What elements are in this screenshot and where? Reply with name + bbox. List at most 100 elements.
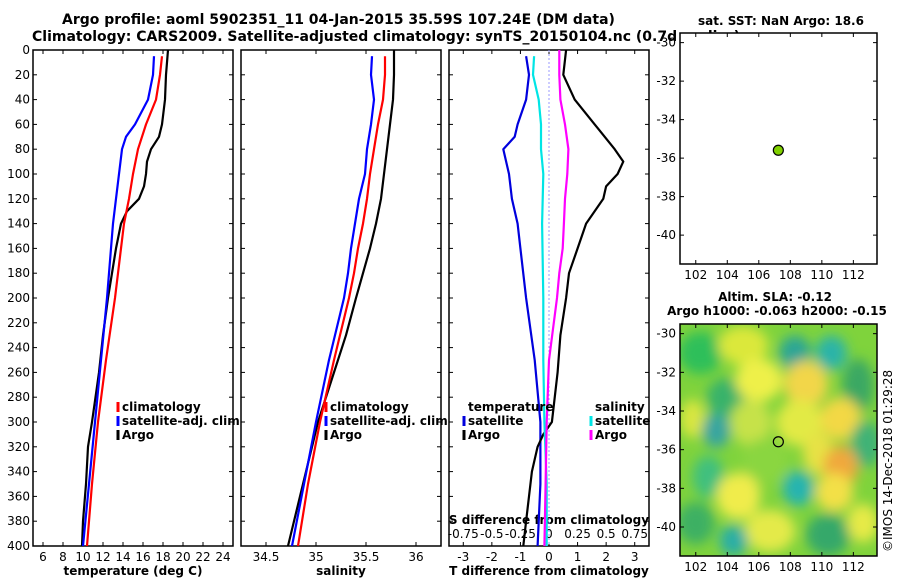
sla-feature xyxy=(717,325,769,365)
sla-feature xyxy=(815,472,854,512)
sla-feature xyxy=(735,358,783,402)
legend-title-salinity: salinity xyxy=(595,400,645,414)
x-tick-label: 8 xyxy=(59,550,67,564)
sla-feature xyxy=(815,335,848,371)
x-tick-label: -2 xyxy=(486,550,498,564)
x-tick-label: 0 xyxy=(545,550,553,564)
sla-feature xyxy=(782,470,814,506)
series-line-s-argo xyxy=(543,50,570,547)
lon-tick-label: 102 xyxy=(684,560,707,574)
x-axis-label: temperature (deg C) xyxy=(64,564,203,578)
header-line1: Argo profile: aoml 5902351_11 04-Jan-201… xyxy=(62,12,615,28)
x-tick-label: 14 xyxy=(115,550,130,564)
legend-label: Argo xyxy=(595,428,627,442)
plot-frame xyxy=(32,49,234,547)
lat-tick-label: -38 xyxy=(656,481,676,495)
x-tick-label: 36 xyxy=(408,550,423,564)
sla-map-title-1: Altim. SLA: -0.12 xyxy=(718,290,832,304)
series-line-s-satellite xyxy=(531,56,548,546)
lon-tick-label: 112 xyxy=(842,268,865,282)
sla-feature xyxy=(680,331,723,375)
sla-feature xyxy=(702,412,731,448)
y-tick-label: 360 xyxy=(7,489,30,503)
legend-label: satellite-adj. clim. xyxy=(330,414,452,428)
y-tick-label: 100 xyxy=(7,167,30,181)
x-tick-label: 20 xyxy=(175,550,190,564)
sst-map: -30 -32 -34 -36 -38 -40 102 104 106 108 110 112 sat.… xyxy=(656,14,878,282)
y-tick-label: 400 xyxy=(7,539,30,553)
y-tick-label: 240 xyxy=(7,341,30,355)
sla-feature xyxy=(680,399,706,439)
sla-feature xyxy=(716,472,761,520)
x-tick-label-top: 0.75 xyxy=(621,527,648,541)
x-tick-label: -3 xyxy=(457,550,469,564)
map-frame xyxy=(679,323,878,557)
lat-tick-label: -34 xyxy=(656,404,676,418)
x-axis-label: T difference from climatology xyxy=(449,564,649,578)
x-tick-label: 22 xyxy=(195,550,210,564)
series-line-t-argo xyxy=(522,49,625,547)
profile-panel-salinity: 34.5 35 35.5 36 salinity climatologysatellite… xyxy=(240,49,452,578)
argo-float-marker xyxy=(772,144,784,156)
x-tick-label: 18 xyxy=(155,550,170,564)
y-tick-label: 380 xyxy=(7,514,30,528)
sla-feature xyxy=(730,399,772,446)
legend-label: satellite xyxy=(595,414,650,428)
x-tick-label-top: 0.5 xyxy=(597,527,616,541)
x-tick-label: -1 xyxy=(514,550,526,564)
y-tick-label: 40 xyxy=(15,93,30,107)
x-axis-label: salinity xyxy=(316,564,366,578)
series-line-climatology xyxy=(296,56,387,547)
lon-tick-label: 112 xyxy=(842,560,865,574)
sla-feature xyxy=(744,509,796,553)
sst-map-title: sat. SST: NaN Argo: 18.6 xyxy=(698,14,864,28)
lat-tick-label: -32 xyxy=(656,74,676,88)
x-tick-label-top: 0.25 xyxy=(564,527,591,541)
x-tick-label-top: -0.75 xyxy=(448,527,479,541)
x-tick-label: 6 xyxy=(39,550,47,564)
y-tick-label: 220 xyxy=(7,316,30,330)
sla-feature xyxy=(842,358,874,413)
lon-tick-label: 104 xyxy=(716,268,739,282)
lat-tick-label: -38 xyxy=(656,190,676,204)
lon-tick-label: 110 xyxy=(810,268,833,282)
legend-label: satellite-adj. clim. xyxy=(122,414,244,428)
y-tick-label: 200 xyxy=(7,291,30,305)
sla-feature xyxy=(847,503,877,543)
series-line-t-satellite xyxy=(502,56,542,547)
lat-tick-label: -30 xyxy=(656,327,676,341)
x-tick-label: 3 xyxy=(631,550,639,564)
sla-heatmap xyxy=(680,324,877,556)
x-tick-label: 24 xyxy=(215,550,230,564)
x-tick-label: 34.5 xyxy=(253,550,280,564)
sla-feature xyxy=(680,501,715,545)
y-tick-label: 60 xyxy=(15,117,30,131)
lat-tick-label: -40 xyxy=(656,228,676,242)
x-tick-label: 1 xyxy=(574,550,582,564)
sla-feature xyxy=(776,399,824,446)
lat-tick-label: -40 xyxy=(656,520,676,534)
sla-feature xyxy=(741,438,789,485)
legend-label: satellite xyxy=(468,414,523,428)
lat-tick-label: -34 xyxy=(656,113,676,127)
y-tick-label: 120 xyxy=(7,192,30,206)
x-tick-label-top: -0.5 xyxy=(480,527,503,541)
y-tick-label: 340 xyxy=(7,465,30,479)
profile-panel-temperature: 0 20 40 60 80 100 120 140 160 180 200 220 240 260 280 3… xyxy=(7,43,244,578)
series-line-satellite-adj-clim- xyxy=(290,56,376,547)
argo-float-marker xyxy=(772,436,784,448)
map-frame xyxy=(679,32,878,265)
lon-tick-label: 106 xyxy=(747,268,770,282)
lat-tick-label: -36 xyxy=(656,151,676,165)
y-tick-label: 180 xyxy=(7,266,30,280)
x-tick-label: 35.5 xyxy=(353,550,380,564)
sla-map: -30 -32 -34 -36 -38 -40 102 104 106 108 110 112 Alti… xyxy=(656,290,886,574)
profile-panel-difference: -3 -2 -1 0 1 2 3T difference from climatology -… xyxy=(448,49,650,578)
series-line-satellite-adj-clim- xyxy=(81,56,156,547)
legend-label: climatology xyxy=(330,400,409,414)
y-tick-label: 260 xyxy=(7,365,30,379)
lat-tick-label: -30 xyxy=(656,36,676,50)
plot-frame xyxy=(240,49,442,547)
x-tick-label: 16 xyxy=(135,550,150,564)
